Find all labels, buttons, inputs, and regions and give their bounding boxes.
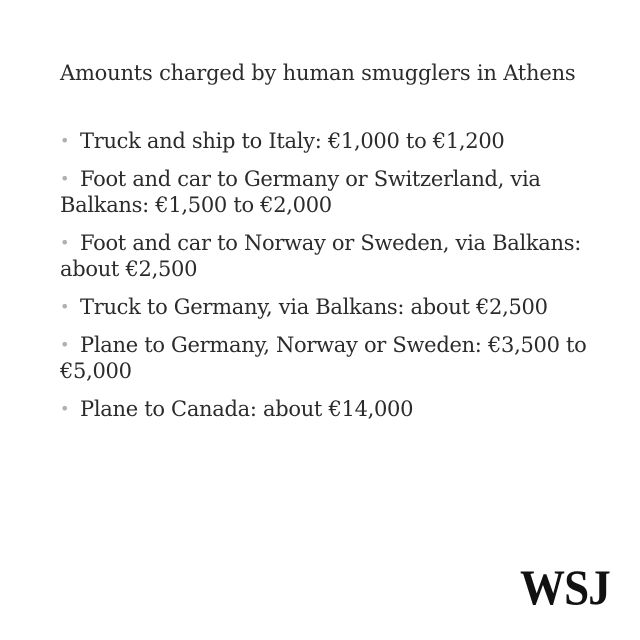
bullet-icon: • [60,169,70,188]
wsj-logo: WSJ [520,559,611,615]
list-item-text: Plane to Canada: about €14,000 [80,397,414,421]
bullet-icon: • [60,399,70,418]
list-item-text: Truck and ship to Italy: €1,000 to €1,20… [80,129,505,153]
price-list: • Truck and ship to Italy: €1,000 to €1,2… [60,128,600,434]
list-item-text: Truck to Germany, via Balkans: about €2,… [80,295,548,319]
bullet-icon: • [60,131,70,150]
list-item: • Plane to Canada: about €14,000 [60,396,600,422]
list-item: • Truck and ship to Italy: €1,000 to €1,2… [60,128,600,154]
list-item: • Plane to Germany, Norway or Sweden: €3,… [60,332,600,384]
list-item-text: Foot and car to Germany or Switzerland, … [60,167,541,217]
list-item-text: Plane to Germany, Norway or Sweden: €3,5… [60,333,587,383]
bullet-icon: • [60,297,70,316]
page-title: Amounts charged by human smugglers in At… [60,61,576,85]
list-item: • Truck to Germany, via Balkans: about €2… [60,294,600,320]
list-item: • Foot and car to Norway or Sweden, via B… [60,230,600,282]
list-item-text: Foot and car to Norway or Sweden, via Ba… [60,231,581,281]
list-item: • Foot and car to Germany or Switzerland,… [60,166,600,218]
bullet-icon: • [60,233,70,252]
bullet-icon: • [60,335,70,354]
